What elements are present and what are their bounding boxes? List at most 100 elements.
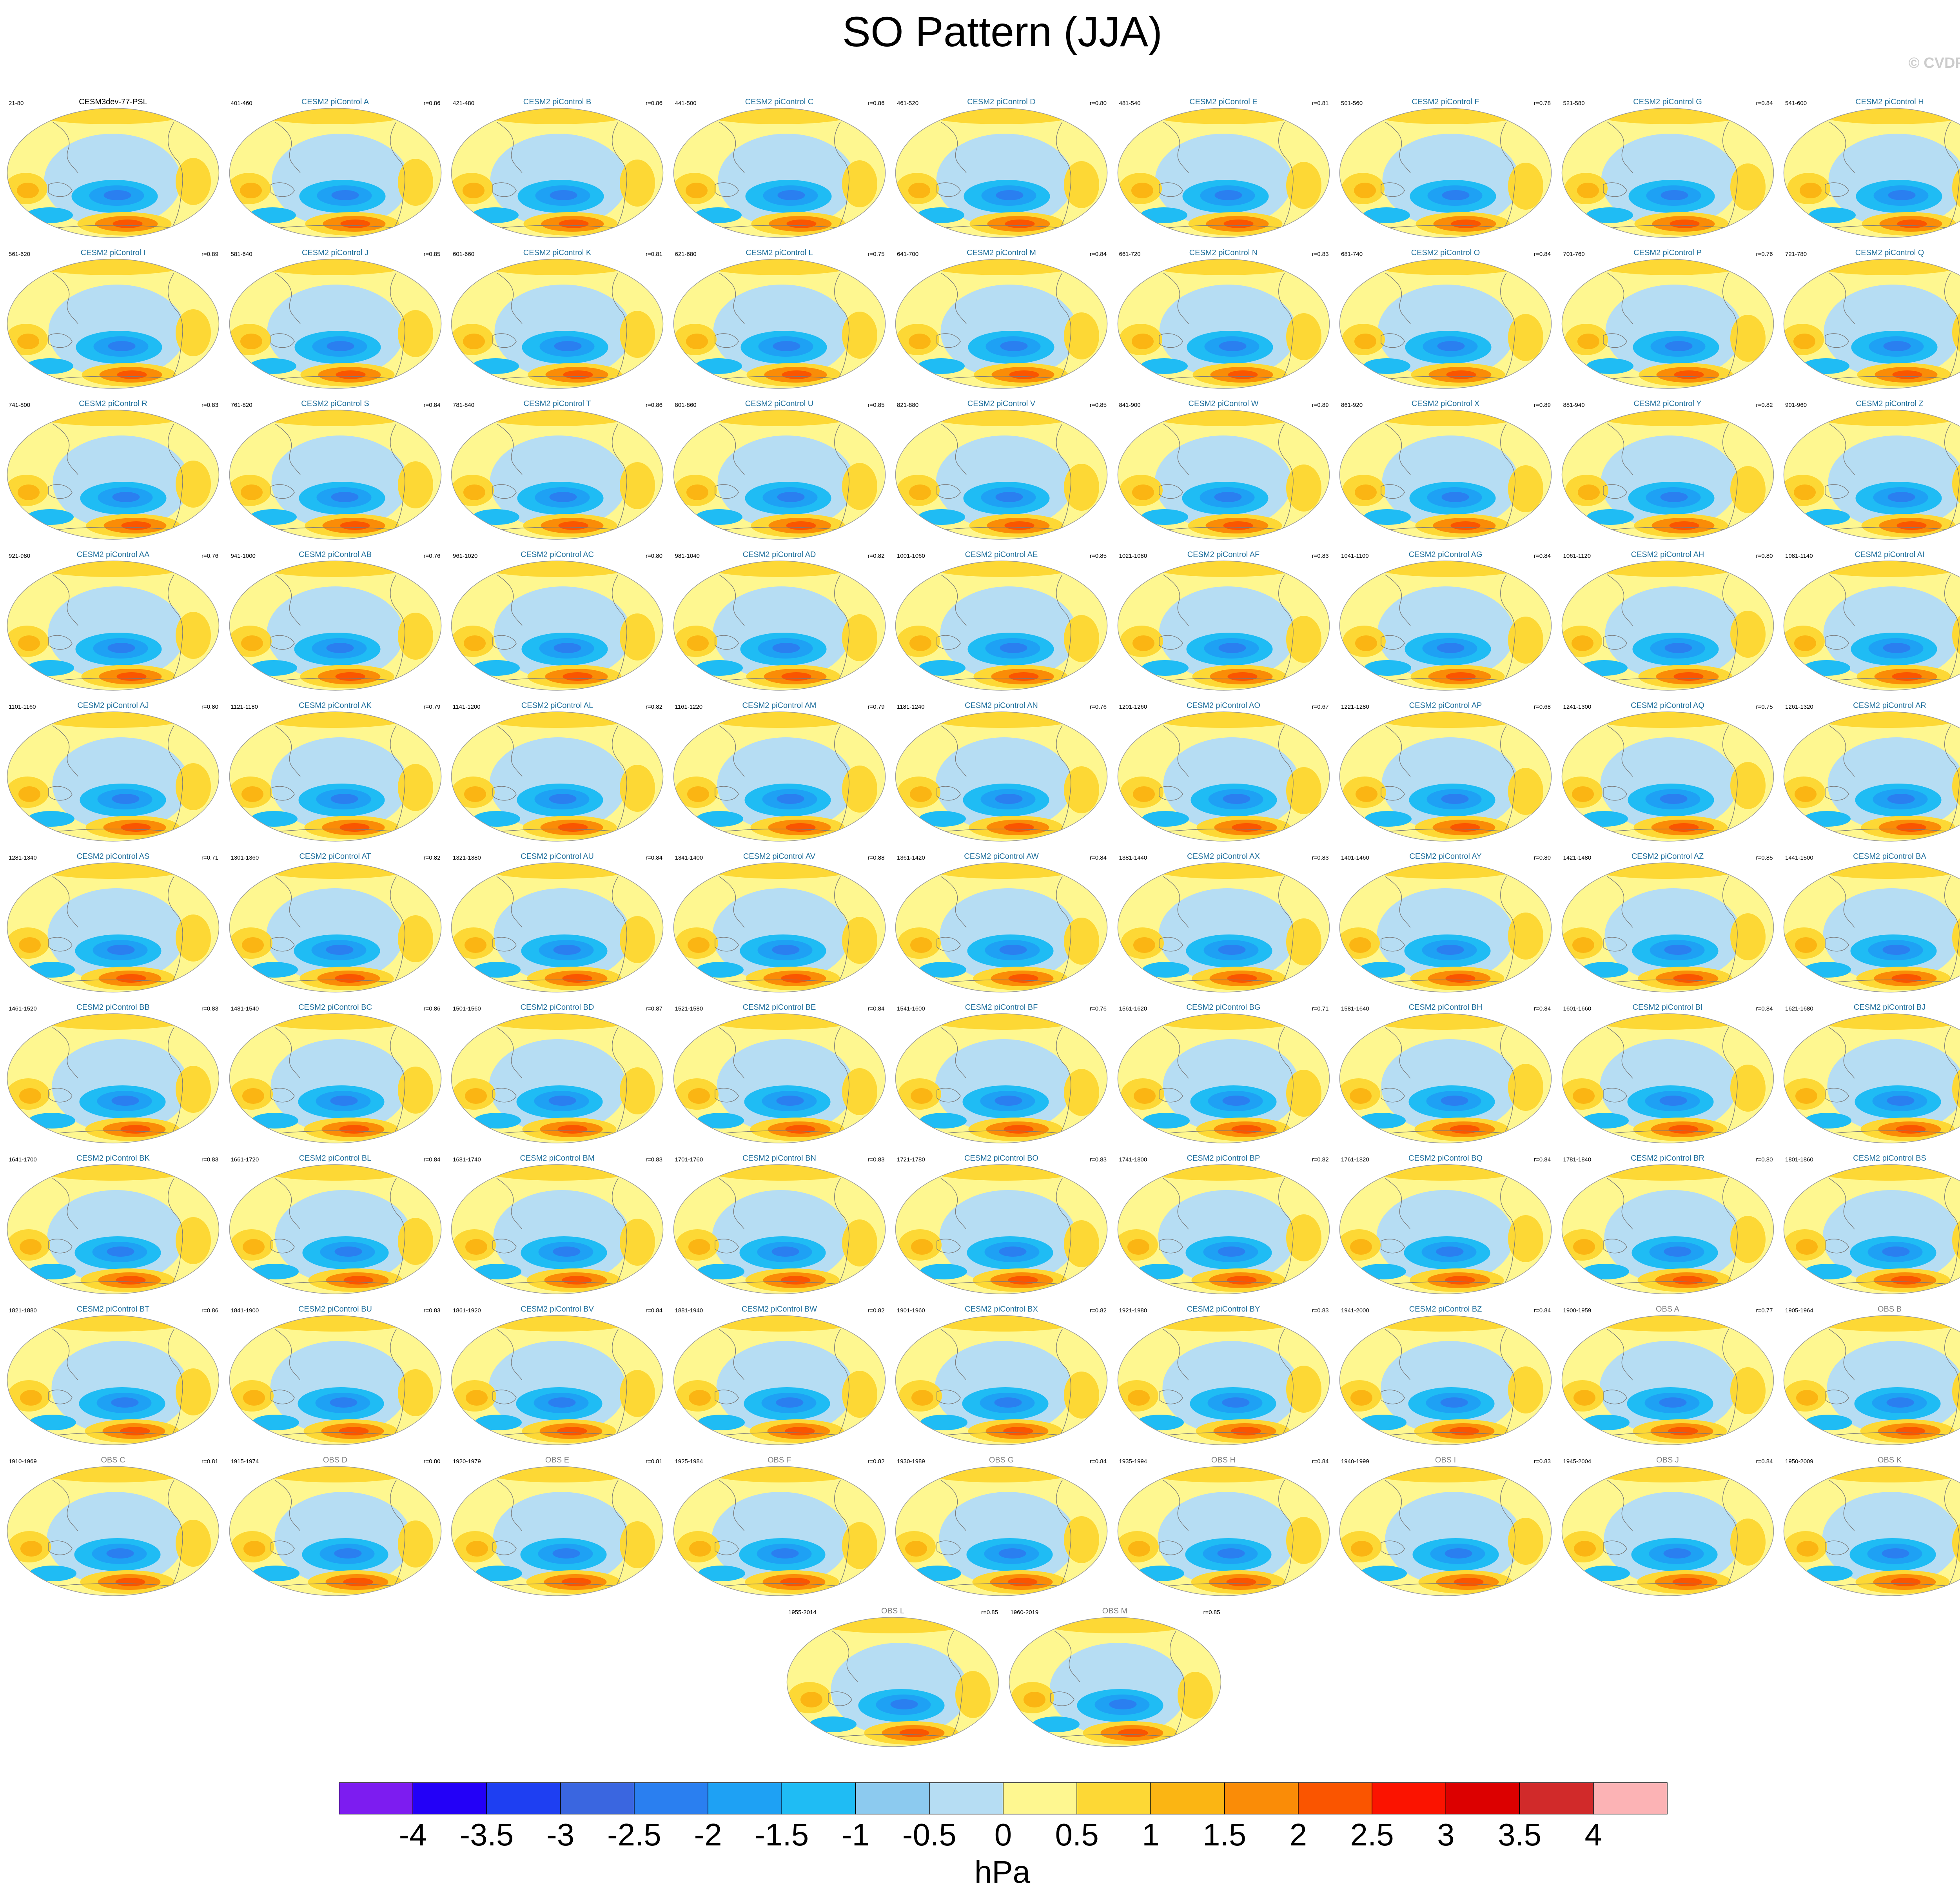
panel-title: CESM2 piControl AO: [1187, 701, 1260, 710]
panel-title: CESM2 piControl E: [1189, 98, 1258, 106]
coastline-australia: [1825, 182, 1849, 197]
east-positive-anomaly: [842, 160, 877, 207]
map-panel: 1960-2019 OBS M r=0.85: [1004, 1601, 1226, 1752]
coastline-asia: [274, 423, 301, 475]
panel-map: [451, 1466, 664, 1596]
panel-years-label: 841-900: [1119, 402, 1141, 408]
map-panel: 1900-1959 OBS A r=0.77: [1557, 1299, 1779, 1450]
coastline-americas: [1278, 272, 1294, 383]
coastline-asia: [940, 876, 967, 928]
east-positive-anomaly: [1508, 768, 1543, 815]
coastline-asia: [940, 272, 967, 324]
map-outline: [229, 410, 441, 540]
coastline-australia: [492, 786, 517, 801]
west-strong-anomaly: [243, 1390, 265, 1406]
panel-correlation-label: r=0.86: [646, 402, 662, 408]
north-positive-anomaly: [1142, 1315, 1299, 1332]
map-outline: [1561, 1164, 1774, 1294]
panel-title: CESM2 piControl AZ: [1631, 852, 1704, 861]
map-outline: [895, 561, 1108, 691]
map-outline: [1561, 1466, 1774, 1596]
map-outline: [1783, 1164, 1960, 1294]
map-panel: 1061-1120 CESM2 piControl AH r=0.80: [1557, 545, 1779, 696]
panel-map: [1783, 1164, 1960, 1294]
panel-map: [895, 108, 1108, 238]
north-positive-anomaly: [32, 410, 189, 426]
panel-correlation-label: r=0.84: [1534, 1307, 1551, 1314]
panel-years-label: 1521-1580: [675, 1005, 703, 1012]
panel-map: [1117, 862, 1330, 992]
panel-correlation-label: r=0.85: [423, 251, 441, 258]
south-negative-center: [1218, 945, 1245, 955]
panel-title: CESM2 piControl BM: [520, 1154, 595, 1163]
panel-correlation-label: r=0.76: [1756, 251, 1773, 258]
map-outline: [229, 1466, 441, 1596]
panel-correlation-label: r=0.86: [867, 100, 885, 107]
panel-correlation-label: r=0.76: [1090, 704, 1107, 710]
colorbar-tick-label: -1: [841, 1817, 870, 1852]
coastline-americas: [1944, 574, 1960, 685]
coastline-americas: [1722, 1480, 1738, 1590]
coastline-asia: [1829, 423, 1855, 475]
coastline-asia: [496, 272, 523, 324]
east-positive-anomaly: [842, 917, 877, 964]
panel-correlation-label: r=0.67: [1312, 704, 1329, 710]
panel-correlation-label: r=0.79: [867, 704, 885, 710]
panel-map: [1339, 108, 1552, 238]
polar-positive-center: [557, 1427, 587, 1435]
south-negative-center: [107, 643, 135, 653]
coastline-australia: [828, 1691, 852, 1706]
panel-map: [1339, 1466, 1552, 1596]
coastline-americas: [390, 423, 405, 534]
coastline-australia: [714, 786, 739, 801]
panel-map: [1117, 711, 1330, 842]
north-positive-anomaly: [258, 1466, 415, 1482]
panel-correlation-label: r=0.84: [1756, 1458, 1773, 1465]
panel-title: OBS J: [1656, 1456, 1679, 1464]
colorbar-tick-label: -3.5: [459, 1817, 514, 1852]
north-positive-anomaly: [479, 712, 636, 728]
panel-correlation-label: r=0.81: [201, 1458, 218, 1465]
panel-title: CESM2 piControl BZ: [1409, 1305, 1482, 1314]
west-strong-anomaly: [1349, 937, 1371, 953]
west-strong-anomaly: [463, 334, 485, 349]
coastline-australia: [1158, 1540, 1183, 1555]
south-negative-center: [1214, 492, 1241, 502]
south-negative-center: [1882, 1548, 1909, 1559]
map-panel: 1935-1994 OBS H r=0.84: [1113, 1450, 1334, 1601]
map-panel: 1901-1960 CESM2 piControl BX r=0.82: [891, 1299, 1112, 1450]
east-positive-anomaly: [955, 1671, 991, 1718]
panel-title: OBS M: [1102, 1607, 1128, 1615]
coastline-asia: [719, 1329, 745, 1381]
coastline-asia: [496, 1027, 523, 1079]
polar-positive-center: [1891, 1276, 1921, 1285]
panel-map: [1561, 862, 1774, 992]
coastline-americas: [834, 876, 849, 987]
map-panel: 1381-1440 CESM2 piControl AX r=0.83: [1113, 847, 1334, 998]
north-positive-anomaly: [1586, 712, 1743, 728]
colorbar-tick-label: -1.5: [755, 1817, 809, 1852]
map-panel: 1781-1840 CESM2 piControl BR r=0.80: [1557, 1148, 1779, 1299]
south-negative-center: [1437, 643, 1465, 653]
coastline-asia: [1163, 272, 1189, 324]
coastline-australia: [492, 333, 517, 348]
coastline-americas: [168, 1178, 183, 1288]
map-outline: [7, 259, 220, 389]
coastline-australia: [936, 635, 961, 650]
east-positive-anomaly: [1730, 913, 1766, 960]
coastline-americas: [1944, 122, 1960, 232]
north-positive-anomaly: [1369, 259, 1526, 275]
panel-title: CESM2 piControl BA: [1853, 852, 1926, 861]
coastline-americas: [1278, 1178, 1294, 1288]
coastline-australia: [270, 333, 295, 348]
coastline-australia: [936, 484, 961, 499]
coastline-americas: [1056, 423, 1071, 534]
south-negative-center: [1222, 1397, 1249, 1408]
south-negative-center: [777, 794, 804, 804]
panel-title: OBS L: [881, 1607, 904, 1615]
southwest-negative-anomaly: [918, 660, 965, 676]
map-panel: 961-1020 CESM2 piControl AC r=0.80: [446, 545, 668, 696]
panel-title: CESM2 piControl AE: [965, 550, 1038, 559]
panel-years-label: 1781-1840: [1563, 1156, 1592, 1163]
